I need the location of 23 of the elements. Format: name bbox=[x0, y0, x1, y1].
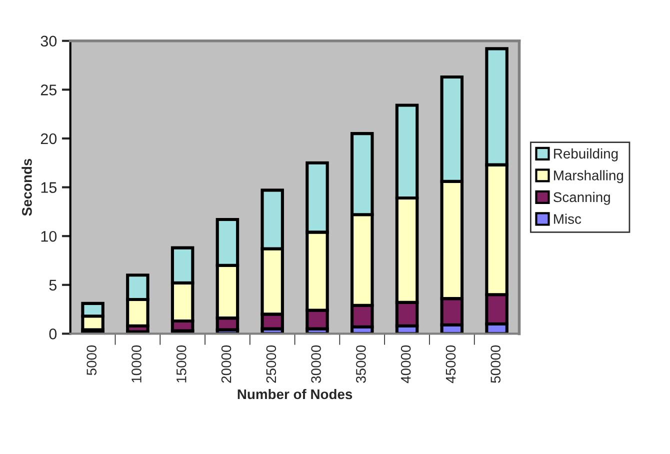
y-tick-label: 0 bbox=[49, 328, 57, 340]
legend-label: Scanning bbox=[554, 192, 610, 205]
legend-label: Rebuilding bbox=[554, 148, 618, 162]
legend-label: Marshalling bbox=[554, 170, 624, 184]
y-tick-label: 5 bbox=[49, 280, 57, 291]
x-tick-label: 15000 bbox=[176, 345, 186, 382]
x-tick-label: 35000 bbox=[356, 345, 366, 383]
legend-label: Misc bbox=[554, 214, 582, 224]
x-tick-label: 5000 bbox=[86, 345, 97, 376]
x-tick-label: 30000 bbox=[311, 345, 321, 383]
y-axis-title: Seconds bbox=[22, 158, 32, 216]
x-tick-label: 50000 bbox=[490, 345, 501, 383]
x-tick-label: 20000 bbox=[221, 345, 232, 383]
x-axis-title: Number of Nodes bbox=[238, 388, 352, 400]
y-tick-label: 30 bbox=[40, 36, 57, 47]
x-tick-label: 40000 bbox=[400, 345, 411, 384]
y-tick-label: 10 bbox=[41, 230, 57, 242]
x-tick-label: 25000 bbox=[266, 345, 276, 383]
y-tick-label: 20 bbox=[40, 133, 57, 144]
y-tick-label: 15 bbox=[41, 182, 57, 193]
x-tick-label: 45000 bbox=[446, 345, 456, 384]
x-tick-label: 10000 bbox=[132, 345, 142, 382]
y-tick-label: 25 bbox=[40, 84, 57, 96]
